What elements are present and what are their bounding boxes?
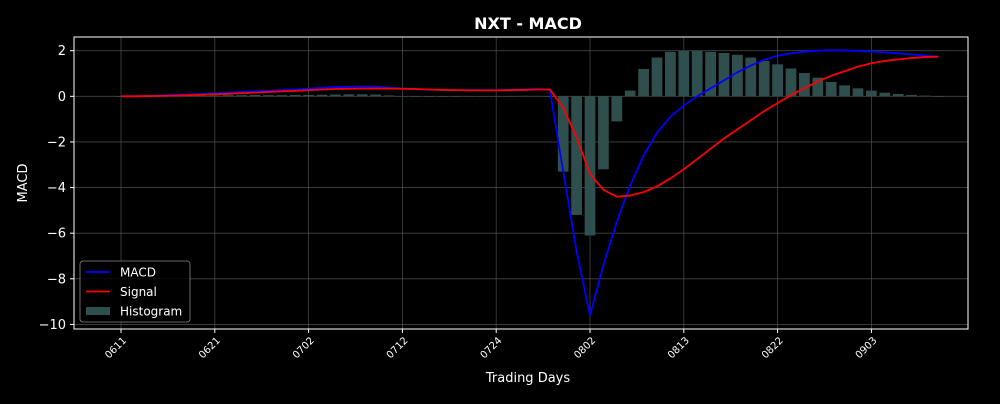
legend: MACD Signal Histogram [79,260,191,323]
histogram-bar [745,57,757,97]
histogram-bar [249,94,261,97]
histogram-bar [691,50,703,97]
histogram-bar [906,94,917,97]
histogram-bar [812,77,824,97]
histogram-bar [705,51,716,97]
histogram-bar [504,96,515,97]
histogram-bar [531,95,542,97]
histogram-bar [799,73,810,97]
histogram-bar [423,96,435,97]
histogram-bar [718,52,730,97]
histogram-bar [624,90,636,97]
histogram-bar [785,68,797,97]
histogram-bar [772,64,783,97]
y-tick-label: 2 [58,44,66,59]
histogram-bar [544,96,556,97]
histogram-bar [263,95,274,97]
legend-frame [79,260,191,323]
histogram-bar [571,96,582,215]
legend-label-histogram: Histogram [120,305,182,319]
histogram-bar [892,94,904,97]
histogram-bar [665,51,676,97]
histogram-bar [370,94,381,97]
legend-label-signal: Signal [120,285,157,299]
legend-swatch-histogram [86,307,110,315]
chart-title: NXT - MACD [474,14,582,33]
histogram-bar [517,95,529,97]
y-axis-ticks: 2 0 −2 −4 −6 −8 −10 [39,44,74,333]
histogram-bar [584,96,596,236]
histogram-bar [598,96,609,170]
histogram-bar [651,57,663,97]
histogram-bar [758,60,770,97]
histogram-bar [209,95,221,97]
histogram-bar [477,96,489,97]
y-tick-label: −10 [39,318,66,333]
y-tick-label: −6 [47,227,66,242]
histogram-bar [879,92,891,97]
y-axis-label: MACD [16,164,31,203]
histogram-bar [678,50,690,97]
histogram-layer [115,50,944,236]
legend-label-macd: MACD [120,266,156,280]
plot-frame [73,36,969,330]
histogram-bar [732,54,743,97]
histogram-bar [852,88,864,97]
y-tick-label: −8 [47,272,66,287]
histogram-bar [825,81,837,97]
histogram-bar [437,96,448,97]
histogram-bar [330,94,341,97]
histogram-bar [638,68,649,97]
histogram-bar [611,96,623,122]
signal-line [121,55,939,198]
histogram-bar [343,94,355,97]
line-layer [120,49,939,317]
histogram-bar [289,94,301,97]
histogram-bar [557,96,569,172]
y-tick-label: −4 [47,181,66,196]
histogram-bar [933,96,944,97]
histogram-bar [866,90,877,97]
histogram-bar [490,96,502,97]
histogram-bar [410,96,422,97]
histogram-bar [839,85,850,97]
histogram-bar [356,94,368,97]
y-tick-label: −2 [47,135,66,150]
histogram-bar [464,96,475,97]
histogram-bar [919,95,931,97]
histogram-bar [276,95,288,97]
histogram-bar [397,96,408,97]
histogram-bar [222,95,234,97]
y-tick-label: 0 [58,90,66,105]
histogram-bar [450,96,462,97]
x-axis-label: Trading Days [485,371,570,386]
histogram-bar [303,94,314,97]
histogram-bar [316,94,328,97]
histogram-bar [383,95,395,97]
histogram-bar [236,95,247,97]
histogram-bar [196,95,207,97]
